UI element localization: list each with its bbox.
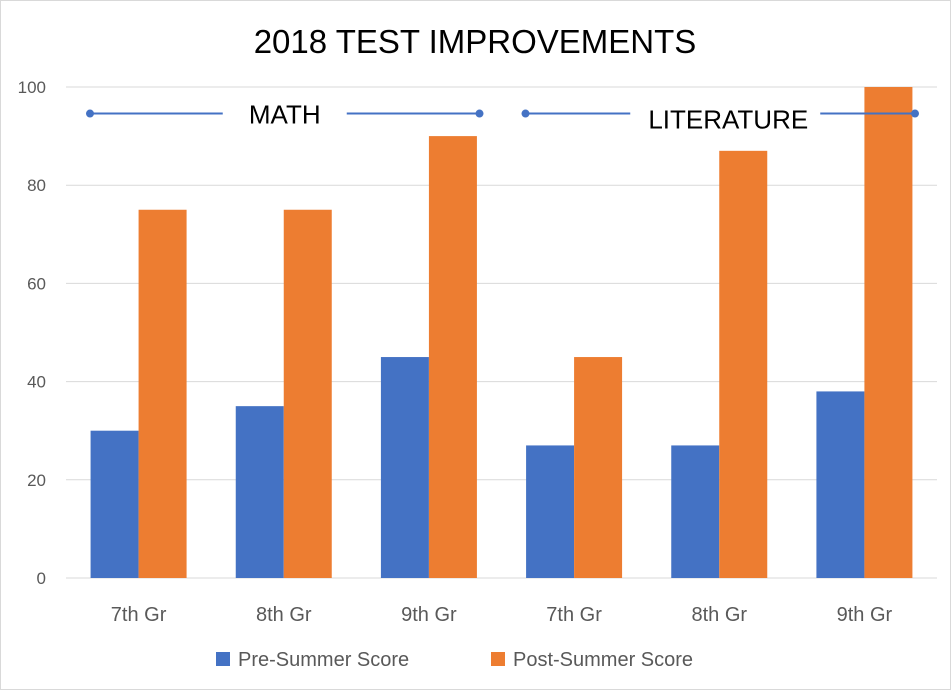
annotation-endpoint xyxy=(86,109,94,118)
annotation-endpoint xyxy=(911,109,919,118)
y-tick-label: 60 xyxy=(27,274,46,293)
bar-post-summer xyxy=(138,209,187,578)
bar-pre-summer xyxy=(816,391,865,578)
y-tick-label: 20 xyxy=(27,471,46,490)
bar-pre-summer xyxy=(671,445,720,578)
group-annotations: MATH LITERATURE xyxy=(86,100,919,135)
bar-pre-summer xyxy=(380,357,429,578)
bar-post-summer xyxy=(574,357,623,578)
legend-swatch xyxy=(216,652,230,666)
legend: Pre-Summer Score Post-Summer Score xyxy=(216,649,693,671)
annotation-label: LITERATURE xyxy=(648,105,808,135)
annotation-label: MATH xyxy=(249,100,321,130)
bar-pre-summer xyxy=(235,406,284,578)
annotation-endpoint xyxy=(475,109,484,118)
legend-swatch xyxy=(491,652,505,666)
y-tick-label: 0 xyxy=(37,569,46,588)
chart-title: 2018 TEST IMPROVEMENTS xyxy=(254,23,697,60)
x-category-label: 7th Gr xyxy=(546,604,602,626)
annotation-endpoint xyxy=(521,109,530,118)
gridlines xyxy=(66,86,937,579)
y-tick-label: 80 xyxy=(27,176,46,195)
bar-pre-summer xyxy=(90,430,139,578)
x-category-label: 8th Gr xyxy=(691,604,747,626)
bar-post-summer xyxy=(428,136,477,578)
x-axis-labels: 7th Gr 8th Gr 9th Gr 7th Gr 8th Gr 9th Gr xyxy=(111,604,893,626)
x-category-label: 9th Gr xyxy=(837,604,893,626)
bar-pre-summer xyxy=(526,445,575,578)
legend-label: Post-Summer Score xyxy=(513,649,693,671)
bars xyxy=(90,87,913,578)
x-category-label: 7th Gr xyxy=(111,604,167,626)
bar-post-summer xyxy=(283,209,332,578)
legend-label: Pre-Summer Score xyxy=(238,649,409,671)
y-tick-label: 40 xyxy=(27,373,46,392)
y-tick-label: 100 xyxy=(18,78,46,97)
bar-post-summer xyxy=(719,150,768,578)
x-category-label: 8th Gr xyxy=(256,604,312,626)
y-axis-ticks: 0 20 40 60 80 100 xyxy=(18,78,46,588)
bar-post-summer xyxy=(864,87,913,578)
x-category-label: 9th Gr xyxy=(401,604,457,626)
